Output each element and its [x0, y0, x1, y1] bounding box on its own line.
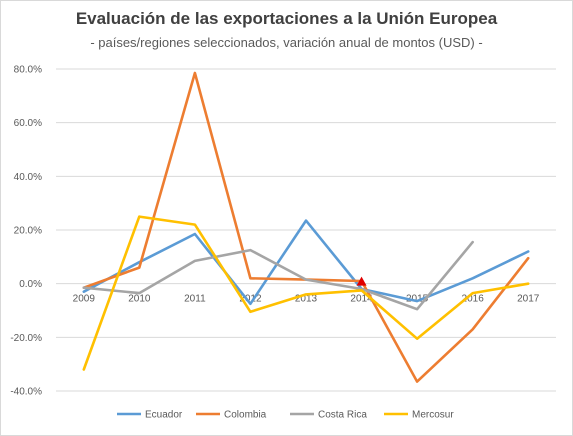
- x-tick-label: 2009: [73, 294, 96, 305]
- legend-label: Costa Rica: [318, 410, 367, 421]
- y-tick-label: 0.0%: [19, 279, 42, 290]
- x-tick-label: 2010: [128, 294, 151, 305]
- y-tick-label: 20.0%: [14, 226, 42, 237]
- series-line-colombia: [82, 71, 530, 383]
- chart-title: Evaluación de las exportaciones a la Uni…: [75, 9, 498, 28]
- y-tick-label: 40.0%: [14, 172, 42, 183]
- y-tick-label: 80.0%: [14, 65, 42, 76]
- x-tick-label: 2016: [462, 294, 485, 305]
- legend-label: Mercosur: [412, 410, 454, 421]
- series-line-costa-rica: [82, 240, 474, 311]
- series-line-ecuador: [82, 219, 530, 306]
- series-line-mercosur: [82, 215, 530, 371]
- triangle-marker-icon: [356, 276, 367, 286]
- x-tick-label: 2012: [239, 294, 262, 305]
- x-tick-label: 2014: [350, 294, 373, 305]
- legend-label: Ecuador: [145, 410, 183, 421]
- x-tick-label: 2015: [406, 294, 429, 305]
- y-tick-label: -40.0%: [10, 387, 42, 398]
- y-tick-label: 60.0%: [14, 118, 42, 129]
- x-tick-label: 2013: [295, 294, 318, 305]
- legend-label: Colombia: [224, 410, 267, 421]
- x-tick-label: 2017: [517, 294, 540, 305]
- y-tick-label: -20.0%: [10, 333, 42, 344]
- x-tick-label: 2011: [184, 294, 206, 305]
- chart-subtitle: - países/regiones seleccionados, variaci…: [90, 35, 483, 50]
